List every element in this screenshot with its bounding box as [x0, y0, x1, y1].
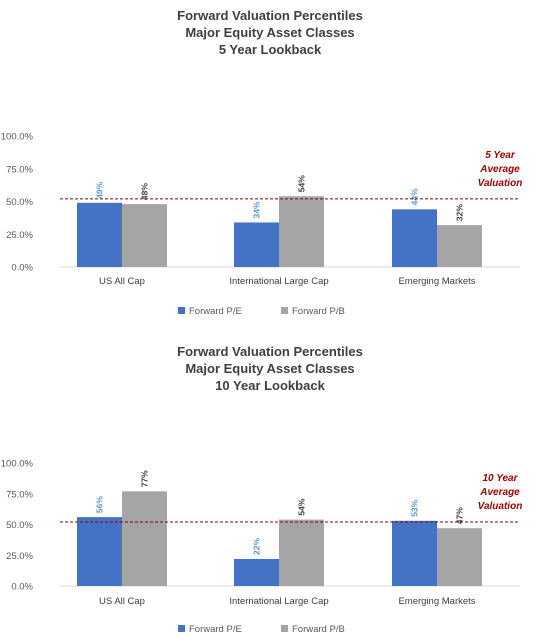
chart-title-line: Forward Valuation Percentiles: [177, 8, 363, 23]
data-label: 47%: [455, 507, 465, 524]
category-label: International Large Cap: [229, 596, 328, 607]
legend: Forward P/E Forward P/B: [178, 624, 345, 635]
chart-title-line: Forward Valuation Percentiles: [177, 344, 363, 359]
chart-1: Forward Valuation Percentiles Major Equit…: [1, 8, 523, 317]
bar-forward-pe: [77, 202, 122, 267]
legend-label: Forward P/B: [292, 306, 345, 317]
y-tick-label: 75.0%: [6, 489, 33, 500]
bar-forward-pb: [279, 519, 324, 586]
legend-label: Forward P/E: [189, 306, 242, 317]
data-label: 77%: [140, 470, 150, 487]
average-valuation-annotation: Average: [479, 487, 520, 498]
bar-forward-pb: [122, 491, 167, 586]
legend-label: Forward P/B: [292, 624, 345, 635]
chart-2: Forward Valuation Percentiles Major Equit…: [1, 344, 523, 635]
category-label: US All Cap: [99, 596, 145, 607]
average-valuation-annotation: Valuation: [478, 501, 523, 512]
data-label: 54%: [297, 498, 307, 515]
data-label: 22%: [252, 537, 262, 554]
average-valuation-annotation: Average: [479, 164, 520, 175]
y-tick-label: 50.0%: [6, 520, 33, 531]
category-label: International Large Cap: [229, 276, 328, 287]
legend-label: Forward P/E: [189, 624, 242, 635]
chart-title-line: Major Equity Asset Classes: [185, 25, 354, 40]
chart-title-line: Major Equity Asset Classes: [185, 361, 354, 376]
y-tick-label: 75.0%: [6, 164, 33, 175]
y-tick-label: 100.0%: [1, 132, 34, 143]
y-tick-label: 50.0%: [6, 197, 33, 208]
legend-swatch: [178, 625, 185, 632]
data-label: 34%: [252, 201, 262, 218]
bar-forward-pe: [392, 520, 437, 586]
average-valuation-annotation: Valuation: [478, 178, 523, 189]
bar-forward-pb: [279, 196, 324, 267]
data-label: 44%: [410, 188, 420, 205]
bar-forward-pe: [234, 222, 279, 267]
data-label: 32%: [455, 204, 465, 221]
category-label: Emerging Markets: [398, 276, 475, 287]
chart-title-line: 5 Year Lookback: [219, 42, 322, 57]
category-label: US All Cap: [99, 276, 145, 287]
legend-swatch: [178, 307, 185, 314]
y-tick-label: 25.0%: [6, 230, 33, 241]
bar-forward-pb: [437, 225, 482, 267]
y-tick-label: 0.0%: [11, 582, 33, 593]
average-valuation-annotation: 10 Year: [482, 473, 518, 484]
bar-forward-pe: [77, 517, 122, 586]
legend-swatch: [281, 307, 288, 314]
bar-forward-pe: [234, 558, 279, 586]
chart-title-line: 10 Year Lookback: [215, 378, 325, 393]
data-label: 48%: [140, 183, 150, 200]
data-label: 56%: [95, 496, 105, 513]
y-tick-label: 25.0%: [6, 551, 33, 562]
data-label: 49%: [95, 181, 105, 198]
y-tick-label: 100.0%: [1, 459, 34, 470]
category-label: Emerging Markets: [398, 596, 475, 607]
bar-forward-pb: [122, 204, 167, 267]
legend-swatch: [281, 625, 288, 632]
average-valuation-annotation: 5 Year: [485, 150, 516, 161]
data-label: 54%: [297, 175, 307, 192]
y-tick-label: 0.0%: [11, 263, 33, 274]
legend: Forward P/E Forward P/B: [178, 306, 345, 317]
bar-forward-pe: [392, 209, 437, 267]
data-label: 53%: [410, 499, 420, 516]
bar-forward-pb: [437, 528, 482, 586]
